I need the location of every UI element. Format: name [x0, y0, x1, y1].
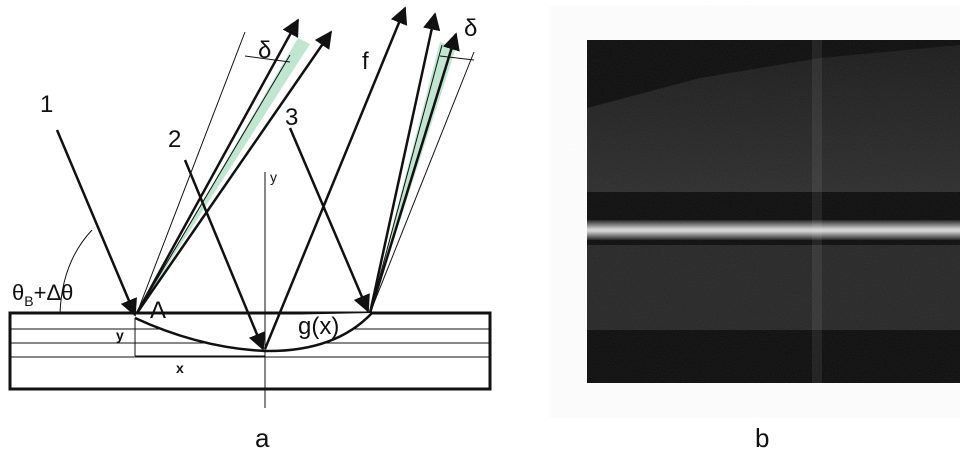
reflected-ray-1a [135, 18, 300, 314]
y-axis-label: y [270, 169, 277, 185]
delta-right-bracket [439, 55, 475, 61]
crystal-slab [8, 311, 492, 391]
curve-label-g: g(x) [298, 313, 339, 340]
ray-label-3: 3 [285, 104, 298, 131]
delta-label-right: δ [464, 15, 477, 42]
incident-ray-2 [183, 159, 266, 351]
delta-left-bracket [244, 55, 291, 63]
reflected-ray-1b [135, 30, 333, 314]
dim-y-label: y [116, 327, 124, 343]
caption-b: b [755, 423, 769, 453]
beam-edge-right [369, 44, 443, 314]
ray-label-2: 2 [168, 126, 181, 153]
beam-edge-left [136, 54, 291, 314]
ray-label-1: 1 [40, 91, 53, 118]
ray-label-f: f [362, 48, 369, 75]
reflected-ray-3b [368, 32, 460, 314]
panel-b: b [587, 40, 960, 453]
xray-noise-overlay [587, 40, 960, 383]
point-label-a: A [150, 297, 166, 324]
delta-label-left: δ [258, 37, 271, 64]
incident-ray-1 [55, 129, 137, 317]
beam-edge-right [369, 51, 475, 314]
beam-fan-left [137, 38, 310, 313]
caption-a: a [255, 423, 270, 453]
panel-a: 1 2 3 f A g(x) θB+Δθ δ δ y x y a [8, 6, 492, 453]
reflected-ray-f [263, 6, 408, 350]
incident-ray-3 [288, 127, 370, 313]
angle-arc [59, 229, 93, 314]
reflected-ray-3a [368, 12, 441, 314]
angle-label: θB+Δθ [12, 280, 73, 309]
dim-x-label: x [176, 360, 184, 376]
